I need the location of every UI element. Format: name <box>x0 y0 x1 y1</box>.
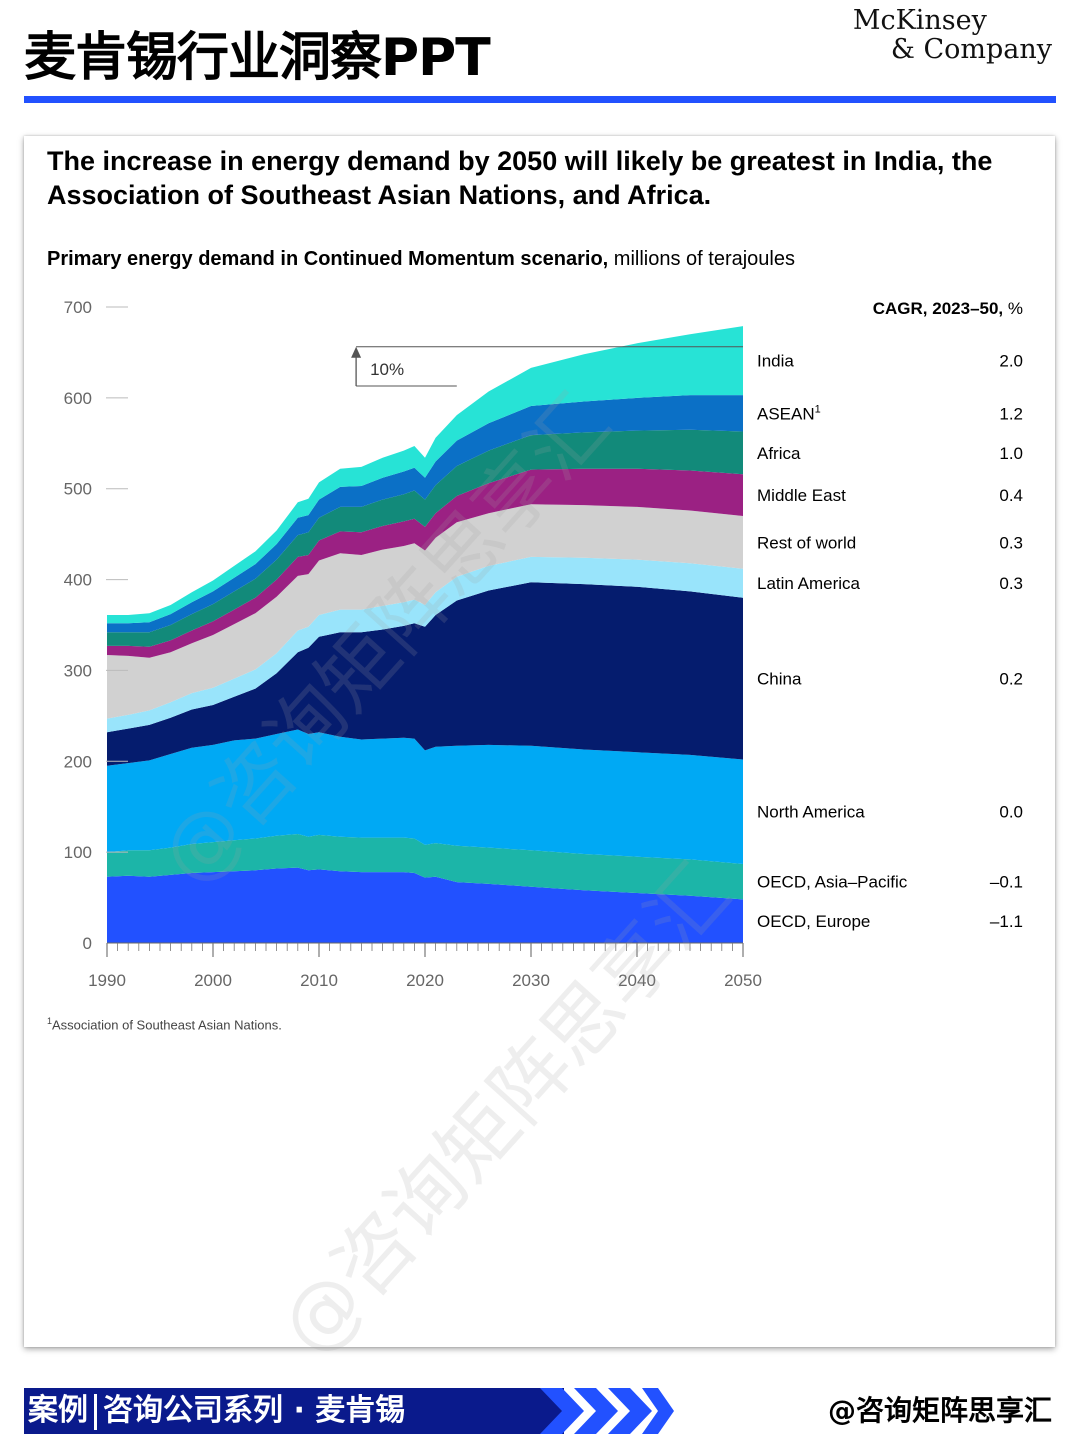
cagr-value-asean: 1.2 <box>999 404 1023 423</box>
footnote-mark: 1 <box>47 1016 53 1026</box>
footnote-text: Association of Southeast Asian Nations. <box>52 1017 282 1033</box>
series-label-oecd-asia-pacific: OECD, Asia–Pacific <box>757 873 908 892</box>
cagr-value-india: 2.0 <box>999 352 1023 371</box>
series-banner: 案例 咨询公司系列 · 麦肯锡 <box>24 1388 564 1434</box>
area-oecd-asia-pacific <box>107 834 743 900</box>
area-africa <box>107 429 743 647</box>
series-name: OECD, Europe <box>757 912 870 931</box>
area-latin-america <box>107 556 743 733</box>
chevron-arrows-icon <box>540 1388 674 1434</box>
area-india <box>107 326 743 624</box>
subtitle-unit: millions of terajoules <box>608 248 795 270</box>
y-tick-label: 500 <box>64 480 92 499</box>
y-tick-label: 300 <box>64 661 92 680</box>
y-tick-label: 600 <box>64 389 92 408</box>
banner-series-label: 咨询公司系列 · 麦肯锡 <box>103 1393 406 1428</box>
x-axis: 1990 2000 2010 2020 2030 2040 2050 <box>88 942 762 990</box>
mckinsey-logo: McKinsey & Company <box>853 6 1052 64</box>
banner-case-label: 案例 <box>28 1393 88 1428</box>
cagr-value-oecd-europe: –1.1 <box>990 912 1023 931</box>
banner-divider <box>94 1393 97 1430</box>
series-label-india: India <box>757 352 794 371</box>
area-middle-east <box>107 468 743 658</box>
series-name: Africa <box>757 444 801 463</box>
cagr-value-rest-of-world: 0.3 <box>999 533 1023 552</box>
series-name: OECD, Asia–Pacific <box>757 873 908 892</box>
series-name: China <box>757 670 802 689</box>
series-label-latin-america: Latin America <box>757 574 861 593</box>
chart-footnote: 1Association of Southeast Asian Nations. <box>47 1016 282 1032</box>
cagr-value-north-america: 0.0 <box>999 803 1023 822</box>
x-tick-label: 2050 <box>724 971 762 990</box>
series-label-oecd-europe: OECD, Europe <box>757 912 870 931</box>
cagr-header: CAGR, 2023–50, % <box>873 299 1023 318</box>
series-name: Rest of world <box>757 533 856 552</box>
series-label-china: China <box>757 670 802 689</box>
x-tick-label: 2040 <box>618 971 656 990</box>
logo-line-1: McKinsey <box>852 5 987 36</box>
x-tick-label: 2020 <box>406 971 444 990</box>
cagr-value-africa: 1.0 <box>999 444 1023 463</box>
cagr-header-bold: CAGR, 2023–50, <box>873 299 1003 318</box>
y-tick-label: 400 <box>64 571 92 590</box>
growth-annotation: 10% <box>351 346 743 387</box>
series-name: India <box>757 352 794 371</box>
chart-subtitle: Primary energy demand in Continued Momen… <box>47 248 795 271</box>
series-label-rest-of-world: Rest of world <box>757 533 856 552</box>
y-tick-label: 100 <box>64 843 92 862</box>
cagr-header-unit: % <box>1003 299 1023 318</box>
y-tick-label: 700 <box>64 298 92 317</box>
y-tick-label: 200 <box>64 752 92 771</box>
area-asean <box>107 395 743 633</box>
area-north-america <box>107 729 743 864</box>
title-underline <box>24 96 1056 103</box>
y-tick-label: 0 <box>83 934 92 953</box>
area-rest-of-world <box>107 504 743 719</box>
series-label-asean: ASEAN1 <box>757 403 821 423</box>
subtitle-measure: Primary energy demand in Continued Momen… <box>47 248 609 270</box>
logo-line-2: & Company <box>890 34 1052 65</box>
cagr-value-oecd-asia-pacific: –0.1 <box>990 873 1023 892</box>
x-tick-label: 2030 <box>512 971 550 990</box>
series-name: ASEAN <box>757 404 815 423</box>
chart-card: The increase in energy demand by 2050 wi… <box>24 136 1055 1347</box>
cagr-value-middle-east: 0.4 <box>999 486 1023 505</box>
series-name: Middle East <box>757 486 846 505</box>
cagr-value-latin-america: 0.3 <box>999 574 1023 593</box>
chart-headline: The increase in energy demand by 2050 wi… <box>47 146 993 210</box>
annotation-label: 10% <box>370 360 404 379</box>
series-labels: CAGR, 2023–50, % OECD, Europe –1.1 OECD, As… <box>757 299 1023 931</box>
author-handle: @咨询矩阵思享汇 <box>827 1394 1052 1427</box>
area-oecd-europe <box>107 867 743 943</box>
x-tick-label: 2000 <box>194 971 232 990</box>
series-name: Latin America <box>757 574 861 593</box>
series-name: North America <box>757 803 865 822</box>
x-tick-label: 1990 <box>88 971 126 990</box>
area-china <box>107 582 743 766</box>
series-areas <box>107 326 743 943</box>
series-label-north-america: North America <box>757 803 865 822</box>
series-footnote-mark: 1 <box>815 403 821 415</box>
cagr-value-china: 0.2 <box>999 670 1023 689</box>
page-title: 麦肯锡行业洞察PPT <box>24 28 491 88</box>
y-axis: 0 100 200 300 400 500 600 700 <box>64 298 128 953</box>
series-label-middle-east: Middle East <box>757 486 846 505</box>
x-tick-label: 2010 <box>300 971 338 990</box>
series-label-africa: Africa <box>757 444 801 463</box>
annotation-arrow-head <box>351 346 362 358</box>
stacked-area-chart: 1990 2000 2010 2020 2030 2040 2050 0 100 200 300 4… <box>64 298 1023 990</box>
